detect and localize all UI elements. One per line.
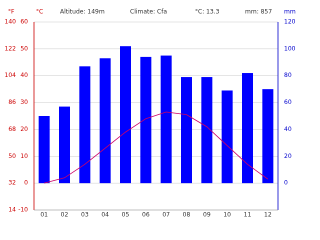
f-tick-label: 140 bbox=[5, 19, 17, 26]
c-tick-label: 60 bbox=[20, 19, 28, 26]
header-annotation: °C: 13.3 bbox=[195, 9, 220, 16]
f-tick-label: 50 bbox=[8, 153, 16, 160]
x-tick-label: 05 bbox=[122, 212, 130, 219]
mm-tick-label: 60 bbox=[284, 99, 292, 106]
precip-bar bbox=[262, 89, 274, 184]
mm-tick-label: 0 bbox=[284, 180, 288, 187]
precip-bar bbox=[201, 77, 213, 184]
header-annotation: mm: 857 bbox=[245, 9, 272, 16]
mm-tick-label: 80 bbox=[284, 72, 292, 79]
x-tick-label: 04 bbox=[101, 212, 109, 219]
mm-tick-label: 40 bbox=[284, 126, 292, 133]
climate-chart: °F °C mm Altitude: 149m Climate: Cfa °C: 1… bbox=[5, 9, 296, 219]
x-tick-label: 06 bbox=[142, 212, 150, 219]
precip-bar bbox=[140, 56, 152, 184]
mm-axis-label: mm bbox=[284, 9, 296, 16]
c-tick-label: 40 bbox=[20, 72, 28, 79]
x-tick-label: 09 bbox=[203, 212, 211, 219]
f-tick-label: 14 bbox=[8, 207, 16, 214]
x-tick-label: 08 bbox=[183, 212, 191, 219]
c-tick-label: 50 bbox=[20, 45, 28, 52]
x-tick-label: 11 bbox=[244, 212, 252, 219]
f-tick-label: 68 bbox=[8, 126, 16, 133]
header-annotation: Climate: Cfa bbox=[130, 9, 167, 16]
precip-bar bbox=[99, 58, 111, 184]
mm-tick-label: 20 bbox=[284, 153, 292, 160]
precip-bar bbox=[59, 106, 70, 184]
precip-bar bbox=[242, 73, 253, 184]
x-tick-label: 07 bbox=[162, 212, 170, 219]
f-tick-label: 104 bbox=[5, 72, 17, 79]
c-axis-label: °C bbox=[36, 9, 43, 16]
c-tick-label: 0 bbox=[24, 180, 28, 187]
precip-bar bbox=[120, 46, 131, 184]
c-tick-label: 30 bbox=[20, 99, 28, 106]
mm-tick-label: 100 bbox=[284, 45, 296, 52]
precip-bar bbox=[160, 55, 172, 184]
f-axis-label: °F bbox=[8, 9, 15, 16]
c-tick-label: 10 bbox=[20, 153, 28, 160]
header-annotation: Altitude: 149m bbox=[60, 9, 105, 16]
x-tick-label: 10 bbox=[223, 212, 231, 219]
f-tick-label: 32 bbox=[8, 180, 16, 187]
mm-tick-label: 120 bbox=[284, 19, 296, 26]
x-tick-label: 02 bbox=[61, 212, 69, 219]
x-tick-label: 12 bbox=[264, 212, 272, 219]
c-tick-label: 20 bbox=[20, 126, 28, 133]
precip-bar bbox=[221, 90, 233, 184]
x-tick-label: 03 bbox=[81, 212, 89, 219]
c-tick-label: -10 bbox=[18, 207, 28, 214]
precip-bar bbox=[38, 116, 50, 184]
x-tick-label: 01 bbox=[40, 212, 48, 219]
precip-bar bbox=[181, 77, 192, 184]
f-tick-label: 86 bbox=[8, 99, 16, 106]
temperature-line bbox=[44, 111, 269, 184]
f-tick-label: 122 bbox=[5, 45, 17, 52]
precip-bar bbox=[79, 66, 91, 184]
